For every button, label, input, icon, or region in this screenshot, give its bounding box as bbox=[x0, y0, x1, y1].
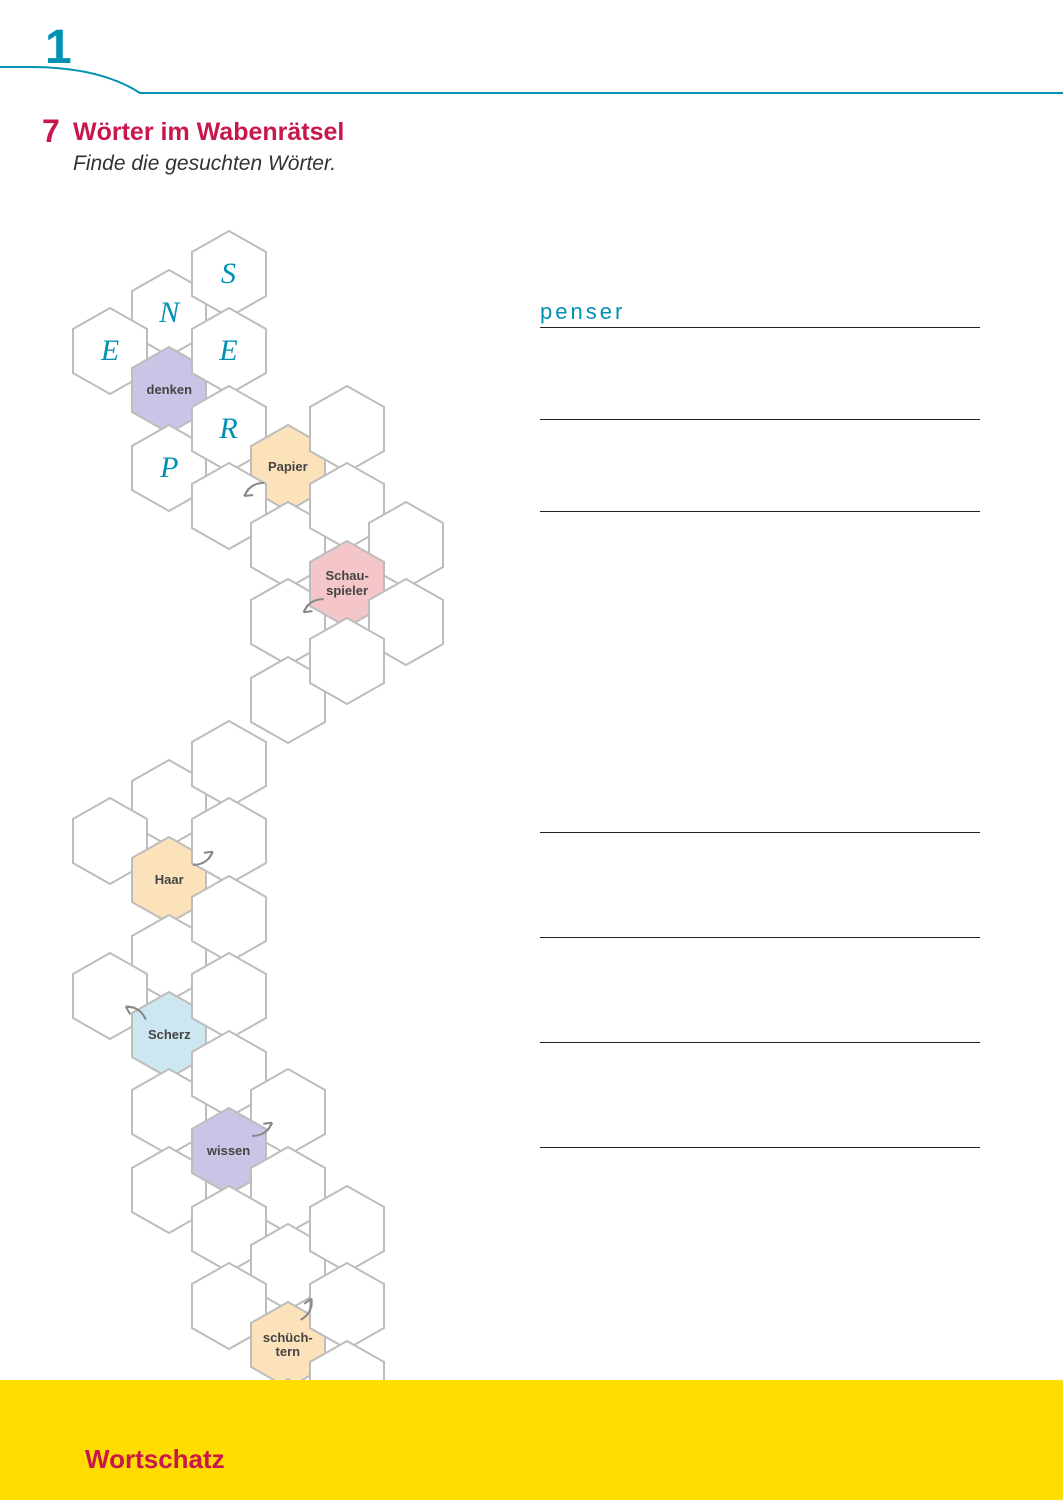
answer-line[interactable] bbox=[540, 805, 980, 833]
hex-letter-value: S bbox=[191, 230, 267, 318]
hex-letter-value: E bbox=[191, 307, 267, 395]
hex-letter: S bbox=[191, 230, 267, 318]
arrow-icon bbox=[0, 0, 1063, 1500]
hex-empty bbox=[309, 385, 385, 473]
answer-line[interactable]: penser bbox=[540, 300, 980, 328]
header-rule bbox=[0, 65, 1063, 95]
hex-empty bbox=[309, 617, 385, 705]
hex-empty bbox=[191, 875, 267, 963]
arrow-icon bbox=[0, 0, 1063, 1500]
answer-line[interactable] bbox=[540, 484, 980, 512]
arrow-icon bbox=[0, 0, 1063, 1500]
exercise-subtitle: Finde die gesuchten Wörter. bbox=[73, 152, 336, 176]
footer-title: Wortschatz bbox=[85, 1444, 225, 1475]
footer-band bbox=[0, 1380, 1063, 1500]
chapter-number: 1 bbox=[45, 20, 72, 75]
hex-empty bbox=[191, 797, 267, 885]
answer-line[interactable] bbox=[540, 910, 980, 938]
arrow-icon bbox=[0, 0, 1063, 1500]
exercise-number: 7 bbox=[42, 113, 60, 150]
answer-lines-1: penser bbox=[540, 300, 980, 576]
hex-empty bbox=[191, 952, 267, 1040]
answer-lines-2 bbox=[540, 805, 980, 1225]
answer-line[interactable] bbox=[540, 1120, 980, 1148]
exercise-title: Wörter im Wabenrätsel bbox=[73, 118, 344, 147]
arrow-icon bbox=[0, 0, 1063, 1500]
hex-letter: E bbox=[191, 307, 267, 395]
hex-empty bbox=[191, 720, 267, 808]
hex-empty bbox=[309, 1185, 385, 1273]
hex-empty bbox=[309, 1262, 385, 1350]
answer-text: penser bbox=[540, 299, 625, 325]
answer-line[interactable] bbox=[540, 392, 980, 420]
answer-line[interactable] bbox=[540, 1015, 980, 1043]
arrow-icon bbox=[0, 0, 1063, 1500]
